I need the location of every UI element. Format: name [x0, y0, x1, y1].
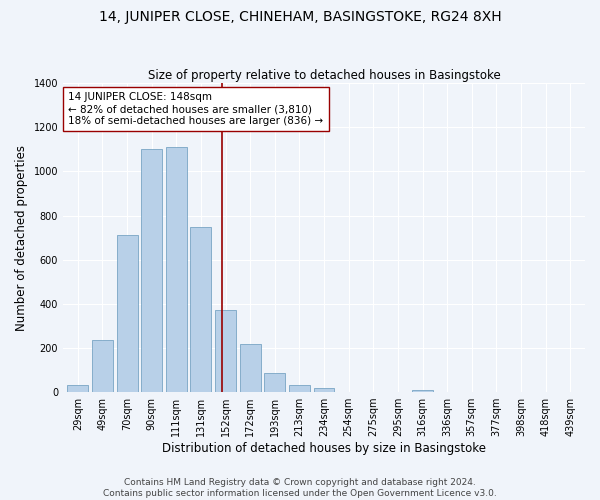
Bar [166, 147, 187, 392]
X-axis label: Distribution of detached houses by size in Basingstoke: Distribution of detached houses by size … [162, 442, 486, 455]
Bar [190, 226, 211, 392]
Text: Contains HM Land Registry data © Crown copyright and database right 2024.
Contai: Contains HM Land Registry data © Crown c… [103, 478, 497, 498]
Bar [215, 310, 236, 392]
Title: Size of property relative to detached houses in Basingstoke: Size of property relative to detached ho… [148, 69, 500, 82]
Text: 14, JUNIPER CLOSE, CHINEHAM, BASINGSTOKE, RG24 8XH: 14, JUNIPER CLOSE, CHINEHAM, BASINGSTOKE… [98, 10, 502, 24]
Bar [67, 386, 88, 392]
Bar [265, 374, 285, 392]
Bar [141, 150, 162, 392]
Text: 14 JUNIPER CLOSE: 148sqm
← 82% of detached houses are smaller (3,810)
18% of sem: 14 JUNIPER CLOSE: 148sqm ← 82% of detach… [68, 92, 323, 126]
Bar [116, 236, 137, 392]
Y-axis label: Number of detached properties: Number of detached properties [15, 144, 28, 330]
Bar [92, 340, 113, 392]
Bar [412, 390, 433, 392]
Bar [314, 388, 334, 392]
Bar [289, 386, 310, 392]
Bar [239, 344, 260, 392]
